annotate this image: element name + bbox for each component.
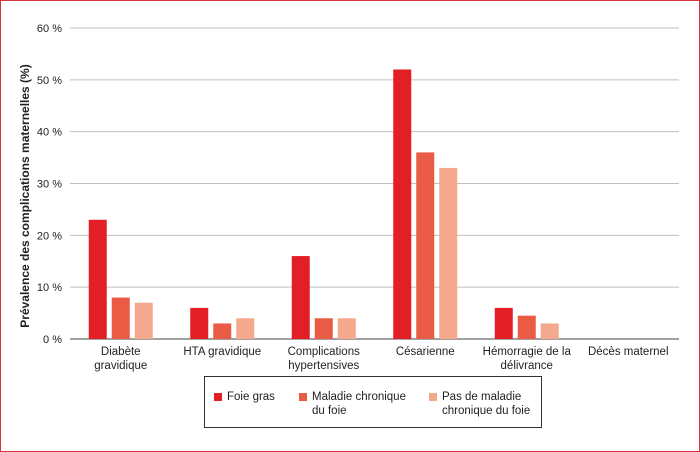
y-tick-label: 30 % bbox=[37, 179, 62, 191]
x-category-label: Complications bbox=[288, 346, 360, 358]
x-category-label: Césarienne bbox=[396, 346, 455, 358]
legend-label-line: Maladie chronique bbox=[312, 391, 406, 403]
bar bbox=[416, 152, 435, 339]
x-axis-categories: Diabète gravidique HTA gravidique Complicat… bbox=[94, 346, 668, 372]
x-category-label: délivrance bbox=[501, 360, 553, 372]
gridlines bbox=[70, 27, 679, 340]
x-category-label: Hémorragie de la bbox=[483, 346, 572, 358]
legend-swatch bbox=[299, 393, 307, 401]
x-category-label: Décès maternel bbox=[588, 346, 669, 358]
bar bbox=[494, 307, 513, 339]
legend-label-line: du foie bbox=[312, 405, 347, 417]
legend-label-line: Foie gras bbox=[227, 391, 275, 403]
bar bbox=[236, 318, 255, 339]
x-category-label: HTA gravidique bbox=[183, 346, 261, 358]
legend-label-line: Pas de maladie bbox=[442, 391, 522, 403]
bar bbox=[88, 219, 107, 339]
y-tick-label: 40 % bbox=[37, 127, 62, 139]
bar bbox=[337, 318, 356, 339]
y-tick-label: 20 % bbox=[37, 230, 62, 242]
bar bbox=[517, 315, 536, 339]
y-tick-label: 10 % bbox=[37, 282, 62, 294]
x-category-label: Diabète bbox=[101, 346, 141, 358]
x-category-label: gravidique bbox=[94, 360, 147, 372]
bars bbox=[88, 69, 559, 339]
bar bbox=[213, 323, 232, 339]
y-axis-ticks: 0 % 10 % 20 % 30 % 40 % 50 % 60 % bbox=[37, 23, 62, 346]
bar bbox=[393, 69, 412, 339]
legend-label: Maladie chronique du foie bbox=[312, 390, 406, 418]
bar bbox=[540, 323, 559, 339]
legend-swatch bbox=[429, 393, 437, 401]
bar bbox=[291, 256, 310, 339]
legend-label: Foie gras bbox=[227, 390, 275, 404]
y-tick-label: 50 % bbox=[37, 75, 62, 87]
x-category-label: hypertensives bbox=[288, 360, 359, 372]
bar bbox=[314, 318, 333, 339]
bar bbox=[111, 297, 130, 339]
y-tick-label: 60 % bbox=[37, 23, 62, 35]
legend-label: Pas de maladie chronique du foie bbox=[442, 390, 530, 418]
bar bbox=[439, 167, 458, 339]
y-axis-label: Prévalence des complications maternelles… bbox=[18, 64, 32, 327]
legend-swatch bbox=[214, 393, 222, 401]
bar bbox=[134, 302, 153, 339]
y-tick-label: 0 % bbox=[43, 334, 62, 346]
bar bbox=[190, 307, 209, 339]
legend: Foie gras Maladie chronique du foie Pas de … bbox=[204, 376, 542, 428]
legend-label-line: chronique du foie bbox=[442, 405, 531, 417]
